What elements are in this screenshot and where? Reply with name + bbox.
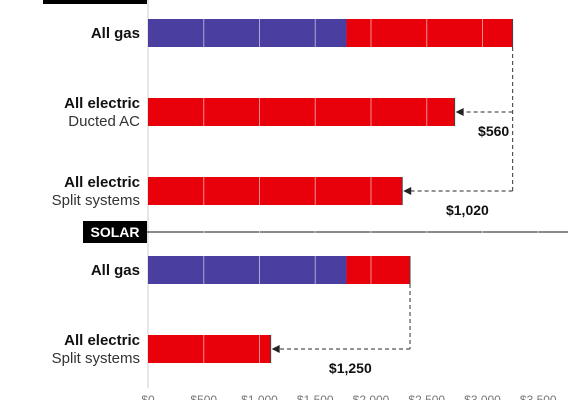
saving-arrows: $560 $1,020 $1,250: [271, 47, 514, 376]
x-tick-label: $1,000: [241, 393, 278, 400]
section-label-box: [83, 221, 147, 243]
section-label: NON-SOLAR: [53, 0, 138, 1]
saving-arrow-head: [403, 187, 412, 195]
bar-electric: [346, 256, 411, 284]
saving-label: $1,020: [446, 202, 489, 218]
row-subtitle: Ducted AC: [68, 113, 140, 130]
row-title: All electric: [64, 95, 140, 112]
row-title: All gas: [91, 25, 140, 42]
bar-gas: [148, 256, 347, 284]
section-header: NON-SOLAR: [43, 0, 147, 4]
x-tick-label: $2,000: [353, 393, 390, 400]
saving-arrow-head: [455, 108, 464, 116]
row-title: All gas: [91, 262, 140, 279]
x-tick-label: $3,500: [520, 393, 557, 400]
bar-electric: [148, 335, 271, 363]
row-subtitle: Split systems: [52, 192, 140, 209]
row-title: All electric: [64, 174, 140, 191]
x-tick-label: $3,000: [464, 393, 501, 400]
bar-electric: [346, 19, 513, 47]
bar-gas: [148, 19, 347, 47]
x-tick-label: $2,500: [408, 393, 445, 400]
row-title: All electric: [64, 332, 140, 349]
bar-electric: [148, 177, 403, 205]
section-header: SOLAR: [83, 221, 568, 243]
section-label-box: [43, 0, 147, 4]
section-label: SOLAR: [91, 224, 140, 240]
bars: [148, 0, 539, 388]
section-headers: NON-SOLAR SOLAR: [43, 0, 568, 243]
x-tick-label: $1,500: [297, 393, 334, 400]
x-axis-ticks: $0 $500 $1,000 $1,500 $2,000 $2,500 $3,000 $3,5…: [141, 393, 557, 400]
x-tick-label: $0: [141, 393, 155, 400]
bar-electric: [148, 98, 455, 126]
x-tick-label: $500: [190, 393, 217, 400]
row-subtitle: Split systems: [52, 350, 140, 367]
saving-label: $560: [478, 123, 509, 139]
saving-label: $1,250: [329, 360, 372, 376]
saving-arrow-head: [271, 345, 280, 353]
